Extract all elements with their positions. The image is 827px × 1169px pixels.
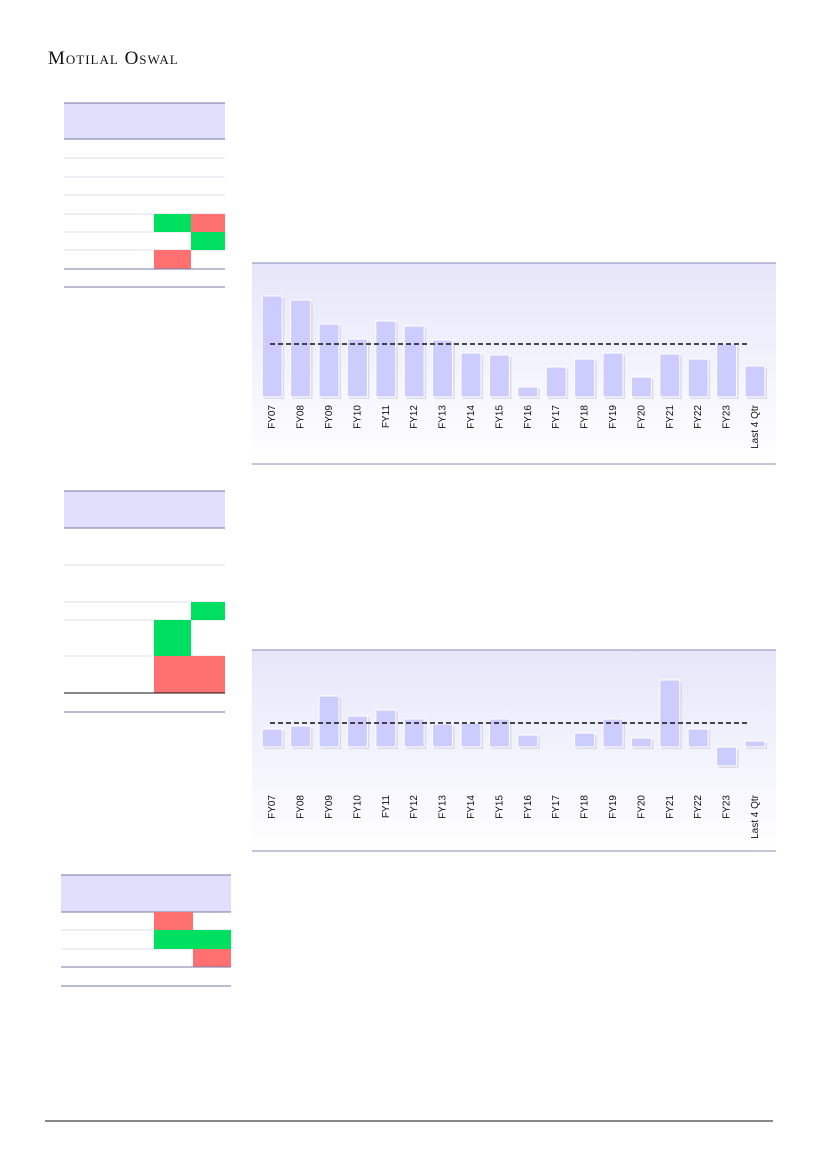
bar — [744, 365, 766, 398]
table — [64, 102, 225, 288]
x-tick-label: FY22 — [693, 795, 704, 819]
x-tick-label: FY07 — [267, 405, 278, 429]
bar — [488, 354, 510, 398]
bar — [687, 728, 709, 748]
bar — [716, 343, 738, 398]
bar — [659, 679, 681, 748]
bar — [687, 358, 709, 398]
x-tick-label: FY21 — [665, 405, 676, 429]
x-tick-label: FY19 — [608, 405, 619, 429]
bar — [630, 376, 652, 398]
x-tick-label: FY14 — [466, 795, 477, 819]
x-tick-label: FY22 — [693, 405, 704, 429]
bar — [375, 320, 397, 398]
x-tick-label: FY10 — [352, 405, 363, 429]
bar — [261, 295, 283, 398]
bar — [346, 338, 368, 398]
x-tick-label: FY20 — [636, 795, 647, 819]
bar — [574, 732, 596, 748]
x-tick-label: FY18 — [580, 795, 591, 819]
x-tick-label: FY07 — [267, 795, 278, 819]
bar — [261, 728, 283, 748]
bar — [375, 709, 397, 748]
chart: FY07 FY08 FY09 FY10 FY11 FY12 FY13 FY14 FY15 FY16… — [252, 649, 776, 852]
x-tick-label: FY23 — [722, 795, 733, 819]
bar — [318, 323, 340, 398]
bar — [290, 299, 312, 398]
bar — [432, 723, 454, 748]
x-tick-label: FY17 — [551, 795, 562, 819]
x-tick-label: FY16 — [523, 795, 534, 819]
x-tick-label: FY21 — [665, 795, 676, 819]
x-tick-label: FY08 — [296, 405, 307, 429]
x-tick-label: FY09 — [324, 795, 335, 819]
x-tick-label: FY12 — [409, 405, 420, 429]
chart-background — [252, 650, 776, 851]
table — [64, 490, 225, 713]
bar — [602, 352, 624, 398]
table — [61, 874, 231, 987]
bar — [403, 325, 425, 398]
x-tick-label: FY13 — [438, 795, 449, 819]
x-tick-label: FY14 — [466, 405, 477, 429]
x-tick-label: FY17 — [551, 405, 562, 429]
x-tick-label: Last 4 Qtr — [750, 794, 761, 839]
bar — [290, 725, 312, 748]
chart: FY07 FY08 FY09 FY10 FY11 FY12 FY13 FY14 FY15 FY16… — [252, 262, 776, 465]
bar — [318, 695, 340, 748]
x-tick-label: FY19 — [608, 795, 619, 819]
x-tick-label: FY11 — [381, 795, 392, 819]
bar — [403, 718, 425, 748]
bar — [488, 718, 510, 748]
x-tick-label: FY16 — [523, 405, 534, 429]
bar — [460, 722, 482, 748]
bar — [517, 386, 539, 398]
x-tick-label: FY20 — [636, 405, 647, 429]
x-tick-label: FY15 — [494, 405, 505, 429]
bar — [744, 740, 766, 748]
bar — [460, 352, 482, 398]
bar — [346, 715, 368, 748]
bar — [602, 718, 624, 748]
x-tick-label: FY18 — [580, 405, 591, 429]
x-tick-label: FY12 — [409, 795, 420, 819]
bar — [574, 358, 596, 398]
x-tick-label: FY10 — [352, 795, 363, 819]
x-tick-label: FY15 — [494, 795, 505, 819]
bar — [659, 353, 681, 398]
bar — [432, 339, 454, 398]
brand: Motilal Oswal — [48, 48, 179, 69]
bar — [630, 737, 652, 748]
x-tick-label: Last 4 Qtr — [750, 404, 761, 449]
x-tick-label: FY13 — [438, 405, 449, 429]
x-tick-label: FY09 — [324, 405, 335, 429]
bar — [517, 734, 539, 748]
x-tick-label: FY23 — [722, 405, 733, 429]
bar — [716, 746, 738, 767]
bar — [545, 366, 567, 398]
x-tick-label: FY08 — [296, 795, 307, 819]
x-tick-label: FY11 — [381, 405, 392, 429]
